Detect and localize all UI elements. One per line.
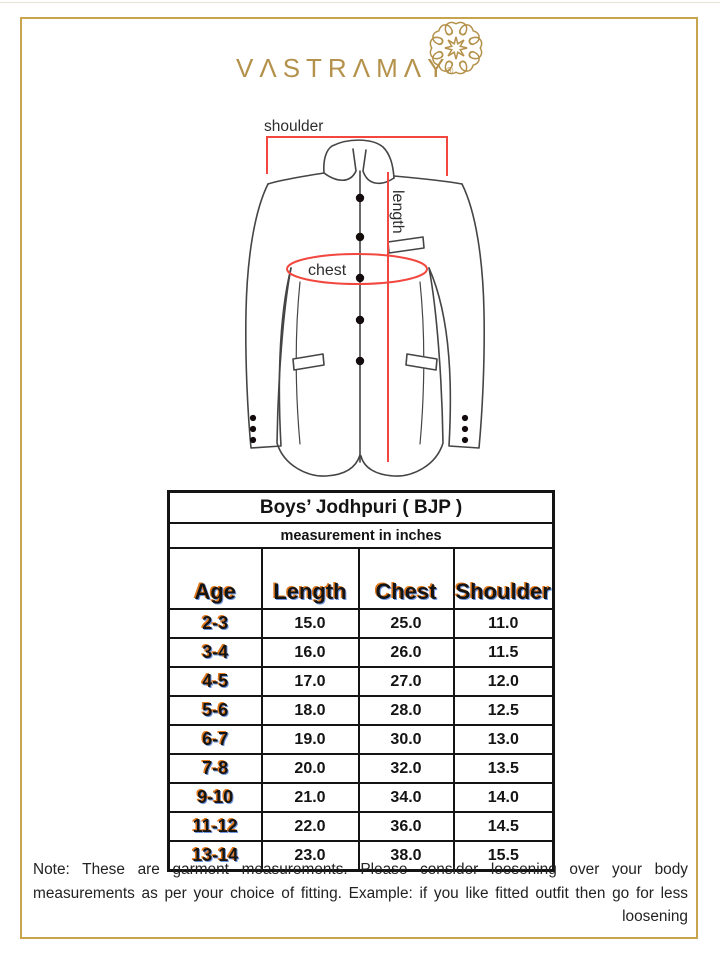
table-title: Boys’ Jodhpuri ( BJP ) [167, 490, 555, 524]
age-cell: 4-5 [167, 666, 263, 697]
table-row: 11-12 22.0 36.0 14.5 [167, 811, 555, 842]
chest-cell: 38.0 [357, 840, 455, 872]
brand-emblem-icon [429, 21, 483, 75]
jacket-outline [245, 139, 485, 477]
length-cell: 21.0 [260, 782, 360, 813]
table-row: 7-8 20.0 32.0 13.5 [167, 753, 555, 784]
column-header-shoulder: Shoulder [452, 547, 555, 610]
length-cell: 20.0 [260, 753, 360, 784]
shoulder-cell: 11.0 [452, 608, 555, 639]
length-cell: 18.0 [260, 695, 360, 726]
front-buttons [355, 193, 365, 366]
length-cell: 22.0 [260, 811, 360, 842]
shoulder-cell: 14.0 [452, 782, 555, 813]
measurement-annotations [266, 136, 448, 462]
column-header-age: Age [167, 547, 263, 610]
age-cell: 3-4 [167, 637, 263, 668]
age-cell: 9-10 [167, 782, 263, 813]
table-row: 9-10 21.0 34.0 14.0 [167, 782, 555, 813]
table-subtitle-row: measurement in inches [167, 522, 555, 549]
shoulder-cell: 13.0 [452, 724, 555, 755]
shoulder-bracket [266, 136, 448, 176]
shoulder-label: shoulder [264, 118, 323, 135]
emblem-star [444, 36, 468, 60]
hip-pocket-left [292, 353, 325, 371]
age-cell: 7-8 [167, 753, 263, 784]
age-cell: 5-6 [167, 695, 263, 726]
table-row: 2-3 15.0 25.0 11.0 [167, 608, 555, 639]
chest-cell: 36.0 [357, 811, 455, 842]
length-label: length [389, 190, 406, 234]
shoulder-cell: 12.5 [452, 695, 555, 726]
chest-label-bg [305, 261, 355, 277]
size-chart-table: Boys’ Jodhpuri ( BJP ) measurement in in… [167, 490, 556, 872]
shoulder-cell: 12.0 [452, 666, 555, 697]
age-cell: 2-3 [167, 608, 263, 639]
table-row: 3-4 16.0 26.0 11.5 [167, 637, 555, 668]
table-row: 13-14 23.0 38.0 15.5 [167, 840, 555, 872]
measurement-note: Note: These are garment measurements. Pl… [33, 861, 688, 925]
age-cell: 6-7 [167, 724, 263, 755]
chest-ellipse [286, 253, 428, 285]
table-header-row: Age Length Chest Shoulder [167, 547, 555, 610]
jacket-measurement-diagram: shoulder chest length [245, 118, 485, 477]
chest-cell: 28.0 [357, 695, 455, 726]
chest-cell: 30.0 [357, 724, 455, 755]
shoulder-cell: 14.5 [452, 811, 555, 842]
top-hairline [0, 2, 720, 3]
shoulder-cell: 15.5 [452, 840, 555, 872]
hip-pocket-right [405, 353, 438, 371]
shoulder-cell: 11.5 [452, 637, 555, 668]
length-cell: 15.0 [260, 608, 360, 639]
column-header-length: Length [260, 547, 360, 610]
chest-cell: 25.0 [357, 608, 455, 639]
chest-cell: 32.0 [357, 753, 455, 784]
registered-trademark: ® [446, 66, 454, 77]
chest-pocket [387, 236, 425, 254]
length-cell: 23.0 [260, 840, 360, 872]
table-title-row: Boys’ Jodhpuri ( BJP ) [167, 490, 555, 524]
shoulder-cell: 13.5 [452, 753, 555, 784]
length-cell: 19.0 [260, 724, 360, 755]
cuff-buttons [249, 414, 469, 444]
chest-cell: 27.0 [357, 666, 455, 697]
table-row: 4-5 17.0 27.0 12.0 [167, 666, 555, 697]
age-cell: 11-12 [167, 811, 263, 842]
length-cell: 16.0 [260, 637, 360, 668]
table-row: 6-7 19.0 30.0 13.0 [167, 724, 555, 755]
column-header-chest: Chest [357, 547, 455, 610]
chest-label: chest [308, 262, 347, 279]
brand-wordmark: VΛSTRΛMΛY [236, 53, 451, 83]
chest-cell: 34.0 [357, 782, 455, 813]
chest-cell: 26.0 [357, 637, 455, 668]
age-cell: 13-14 [167, 840, 263, 872]
gold-frame [20, 17, 698, 939]
table-subtitle: measurement in inches [167, 522, 555, 549]
length-cell: 17.0 [260, 666, 360, 697]
table-row: 5-6 18.0 28.0 12.5 [167, 695, 555, 726]
